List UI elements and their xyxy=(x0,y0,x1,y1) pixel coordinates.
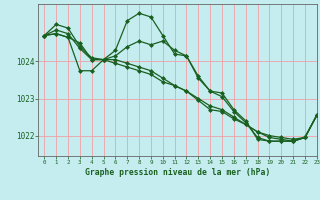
X-axis label: Graphe pression niveau de la mer (hPa): Graphe pression niveau de la mer (hPa) xyxy=(85,168,270,177)
